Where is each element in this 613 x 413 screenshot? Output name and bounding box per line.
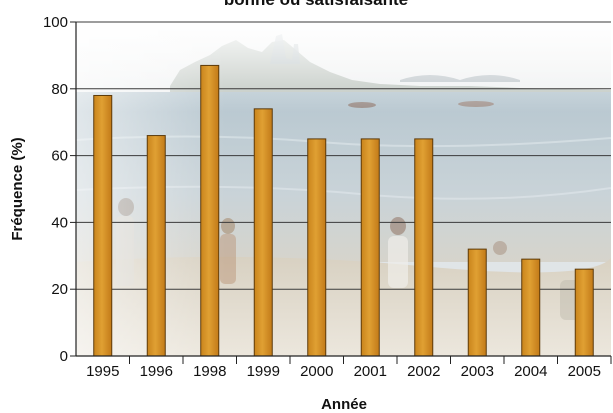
bars bbox=[93, 64, 594, 357]
bar-1998 bbox=[200, 64, 220, 357]
x-tick-label: 2005 bbox=[568, 363, 601, 380]
x-tick-label: 2002 bbox=[407, 363, 440, 380]
bar-1996 bbox=[146, 135, 166, 357]
y-tick-label: 60 bbox=[51, 148, 68, 165]
bar-1995 bbox=[93, 94, 113, 357]
bar-2000 bbox=[307, 138, 327, 357]
x-axis-label: Année bbox=[321, 396, 367, 413]
bar-2005 bbox=[574, 268, 594, 357]
y-tick-label: 100 bbox=[43, 14, 68, 31]
axes bbox=[70, 21, 612, 364]
x-tick-label: 1999 bbox=[247, 363, 280, 380]
y-axis-label: Fréquence (%) bbox=[9, 137, 26, 240]
tick-labels: 0 20 40 60 80 100 1995 1996 1998 1999 2000 2001 2002… bbox=[43, 14, 601, 380]
y-tick-label: 0 bbox=[60, 348, 68, 365]
bar-2003 bbox=[467, 248, 487, 357]
x-tick-label: 2004 bbox=[514, 363, 547, 380]
y-tick-label: 80 bbox=[51, 81, 68, 98]
y-tick-label: 40 bbox=[51, 214, 68, 231]
bar-1999 bbox=[253, 108, 273, 357]
x-tick-label: 2000 bbox=[300, 363, 333, 380]
y-tick-label: 20 bbox=[51, 281, 68, 298]
bar-2004 bbox=[521, 258, 541, 357]
x-tick-label: 1998 bbox=[193, 363, 226, 380]
x-tick-label: 1995 bbox=[86, 363, 119, 380]
x-tick-label: 2001 bbox=[354, 363, 387, 380]
bar-2002 bbox=[414, 138, 434, 357]
chart-title: bonne ou satisfaisante bbox=[224, 0, 408, 9]
x-tick-label: 1996 bbox=[140, 363, 173, 380]
x-tick-label: 2003 bbox=[461, 363, 494, 380]
bar-2001 bbox=[360, 138, 380, 357]
